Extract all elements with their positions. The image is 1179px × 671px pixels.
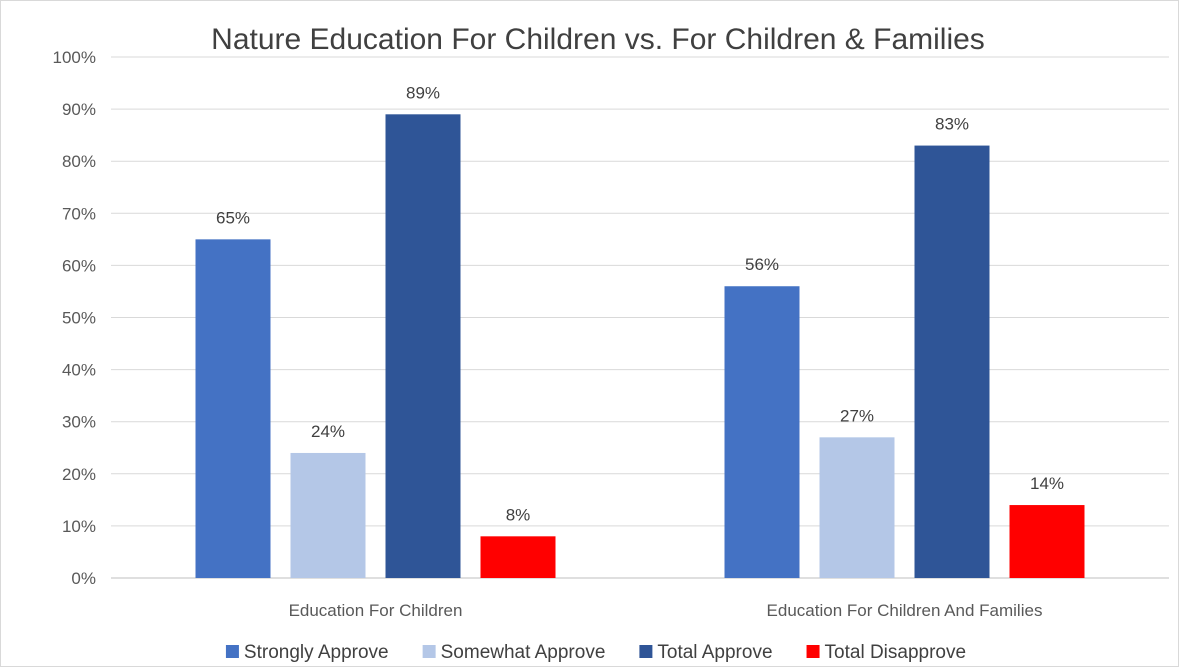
- data-label: 65%: [216, 208, 250, 227]
- legend-swatch: [422, 645, 436, 658]
- bar: [1009, 505, 1085, 578]
- bar: [480, 536, 556, 578]
- y-tick-label: 100%: [53, 48, 96, 67]
- y-axis: 0% 10% 20% 30% 40% 50% 60% 70% 80% 90% 100%: [53, 48, 96, 588]
- legend-swatch: [806, 645, 820, 658]
- y-tick-label: 10%: [62, 517, 96, 536]
- legend-label: Total Approve: [657, 642, 772, 663]
- y-tick-label: 60%: [62, 256, 96, 275]
- bar: [195, 239, 271, 578]
- y-tick-label: 70%: [62, 204, 96, 223]
- legend-label: Total Disapprove: [825, 642, 967, 663]
- legend: Strongly Approve Somewhat Approve Total Ap…: [225, 642, 967, 663]
- x-category-label: Education For Children: [289, 601, 463, 620]
- data-label: 8%: [506, 505, 531, 524]
- data-label: 24%: [311, 422, 345, 441]
- data-label: 83%: [935, 115, 969, 134]
- gridlines: [111, 56, 1169, 579]
- x-category-label: Education For Children And Families: [767, 601, 1043, 620]
- bar: [914, 145, 990, 578]
- data-labels: 65% 24% 89% 8% 56% 27% 83% 14%: [216, 83, 1064, 524]
- y-tick-label: 20%: [62, 465, 96, 484]
- data-label: 27%: [840, 406, 874, 425]
- bars: [195, 114, 1085, 578]
- y-tick-label: 50%: [62, 309, 96, 328]
- data-label: 89%: [406, 83, 440, 102]
- legend-swatch: [225, 645, 239, 658]
- y-tick-label: 0%: [71, 569, 96, 588]
- y-tick-label: 40%: [62, 361, 96, 380]
- bar: [290, 452, 366, 578]
- bar: [385, 114, 461, 578]
- data-label: 14%: [1030, 474, 1064, 493]
- legend-label: Strongly Approve: [244, 642, 389, 663]
- x-axis: Education For Children Education For Chil…: [289, 601, 1043, 620]
- data-label: 56%: [745, 255, 779, 274]
- chart-title: Nature Education For Children vs. For Ch…: [211, 23, 985, 56]
- y-tick-label: 80%: [62, 152, 96, 171]
- y-tick-label: 30%: [62, 413, 96, 432]
- y-tick-label: 90%: [62, 100, 96, 119]
- bar: [819, 437, 895, 578]
- legend-label: Somewhat Approve: [441, 642, 606, 663]
- bar: [724, 286, 800, 578]
- legend-swatch: [639, 645, 653, 658]
